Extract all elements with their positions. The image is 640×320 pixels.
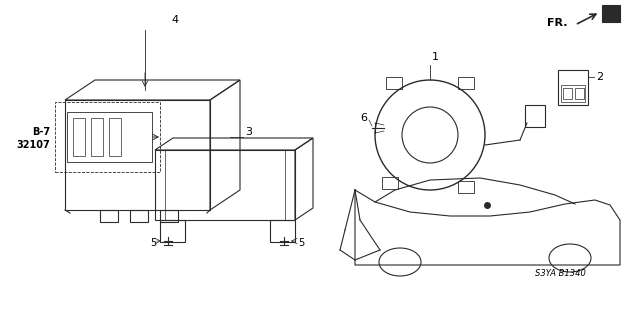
Text: 32107: 32107 — [16, 140, 50, 150]
Text: 6: 6 — [360, 113, 367, 123]
Text: 5: 5 — [298, 238, 304, 248]
Text: B-7: B-7 — [32, 127, 50, 137]
Text: 1: 1 — [431, 52, 438, 62]
Text: 5: 5 — [150, 238, 156, 248]
Text: FR.: FR. — [547, 18, 568, 28]
Polygon shape — [602, 5, 620, 22]
Text: S3YA B1340: S3YA B1340 — [534, 269, 586, 278]
Text: 4: 4 — [172, 15, 179, 25]
Text: 2: 2 — [596, 72, 603, 82]
Text: 3: 3 — [245, 127, 252, 137]
